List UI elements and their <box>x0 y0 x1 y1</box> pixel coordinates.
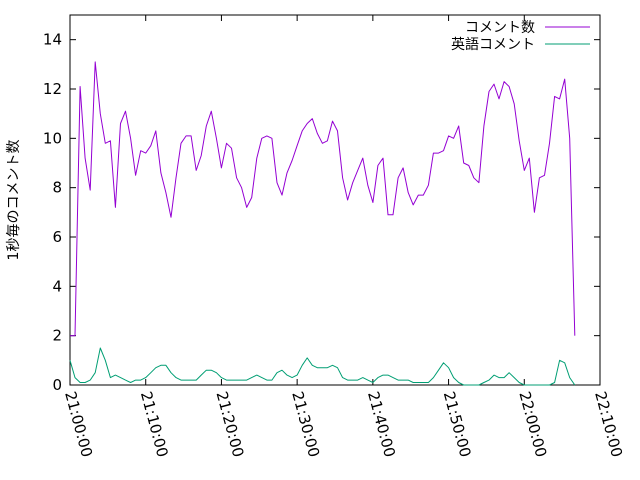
legend-label-1: 英語コメント <box>451 36 535 53</box>
x-tick-label: 21:40:00 <box>364 389 399 459</box>
x-tick-label: 21:30:00 <box>288 389 323 459</box>
y-tick-label: 8 <box>52 179 62 197</box>
legend-label-0: コメント数 <box>465 20 535 36</box>
y-tick-label: 12 <box>43 80 62 98</box>
x-axis: 21:00:00 21:10:00 21:20:00 21:30:00 21:40:00… <box>61 15 626 459</box>
y-tick-label: 14 <box>43 31 62 49</box>
series-line-0 <box>70 61 576 337</box>
plot-frame <box>69 14 601 386</box>
y-tick-label: 6 <box>52 228 62 246</box>
y-axis-label: 1秒毎のコメント数 <box>6 140 22 261</box>
y-tick-label: 10 <box>43 129 62 147</box>
y-tick-label: 2 <box>52 327 62 345</box>
y-tick-label: 0 <box>52 376 62 394</box>
x-tick-label: 22:00:00 <box>515 389 550 459</box>
x-tick-label: 21:20:00 <box>213 389 248 459</box>
series-line-1 <box>69 347 576 386</box>
x-tick-label: 21:00:00 <box>61 389 96 459</box>
y-axis: 0 2 4 6 8 10 12 14 <box>43 31 600 394</box>
x-tick-label: 22:10:00 <box>591 389 626 459</box>
x-tick-label: 21:50:00 <box>440 389 475 459</box>
x-tick-label: 21:10:00 <box>137 389 172 459</box>
series-lines <box>69 61 576 386</box>
y-tick-label: 4 <box>52 277 62 295</box>
